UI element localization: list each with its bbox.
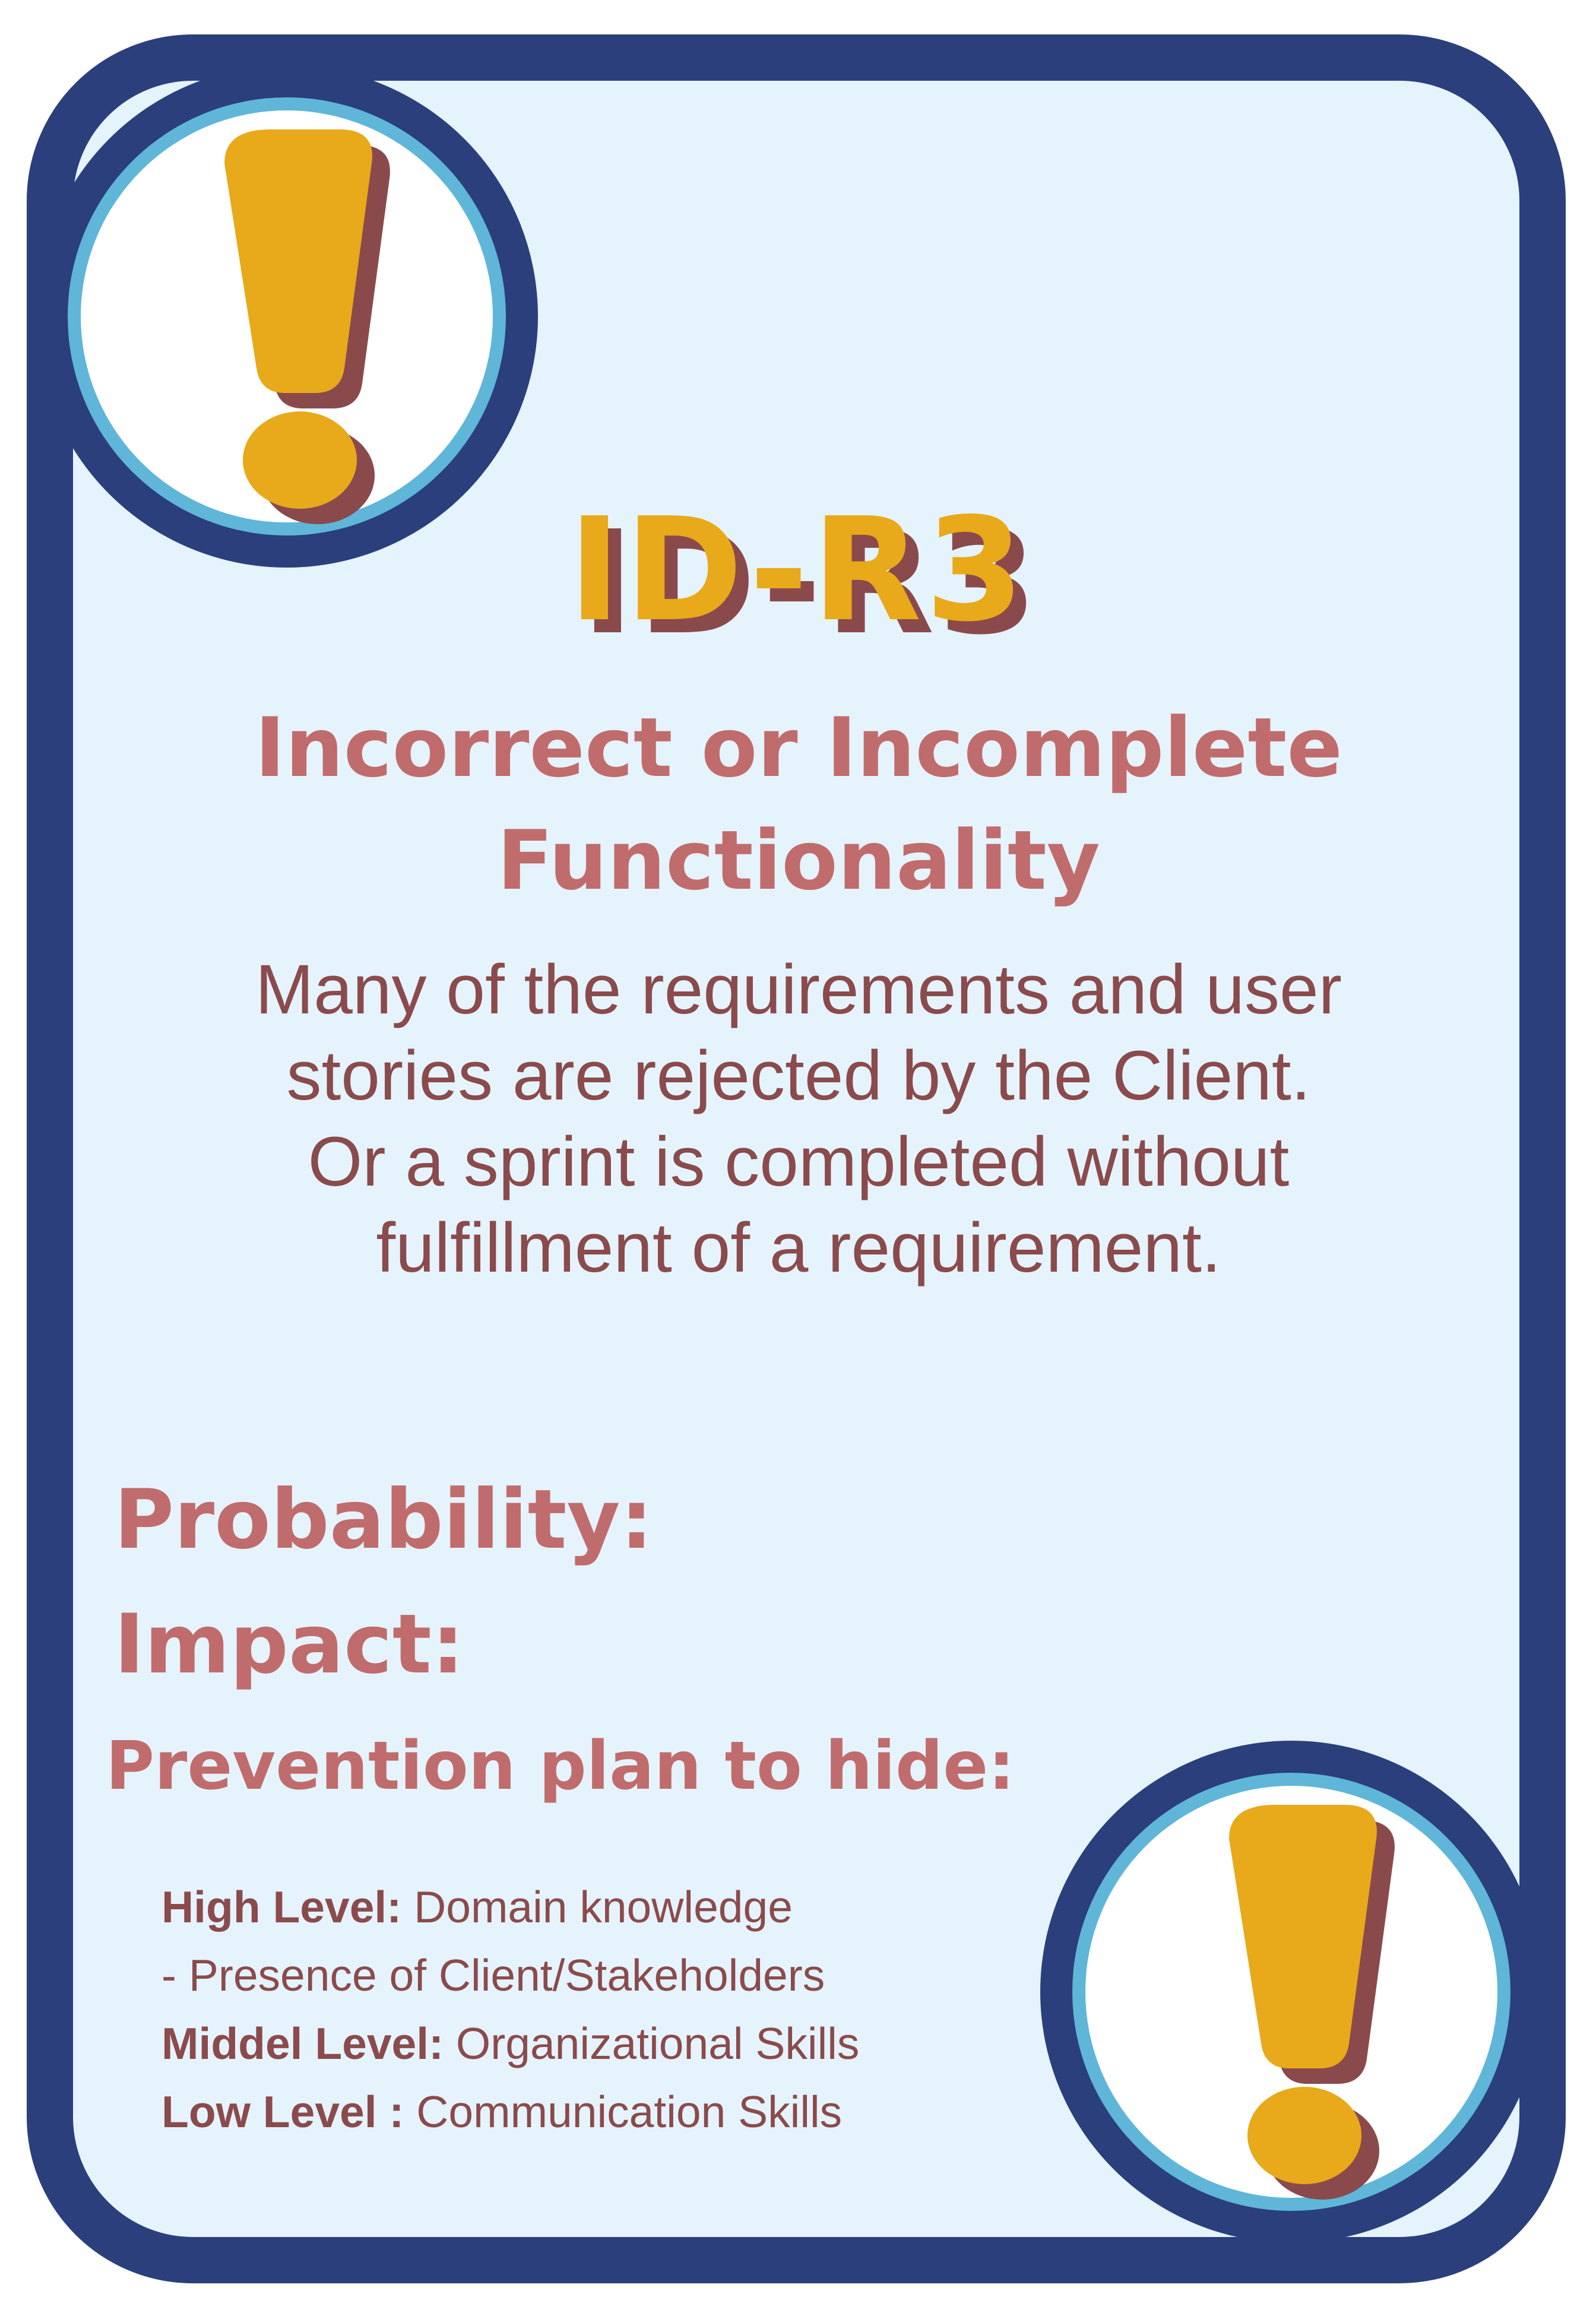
prevention-plan-label: Prevention plan to hide: [106, 1728, 1015, 1805]
prevention-levels: High Level: Domain knowledge - Presence … [162, 1873, 1052, 2146]
low-level-name: Low Level : [162, 2087, 404, 2137]
card-title-line: Incorrect or Incomplete [255, 700, 1342, 796]
middle-level-line: Middel Level: Organizational Skills [162, 2010, 1052, 2078]
high-level-name: High Level: [162, 1882, 402, 1932]
description-line: stories are rejected by the Client. [286, 1037, 1311, 1115]
middle-level-value: Organizational Skills [444, 2019, 860, 2068]
card-title: Incorrect or Incomplete Functionality [178, 692, 1419, 917]
probability-label: Probability: [114, 1472, 653, 1567]
warning-badge-top [36, 65, 538, 568]
high-level-value-2: - Presence of Client/Stakeholders [162, 1950, 825, 2000]
description-line: Many of the requirements and user [255, 950, 1342, 1029]
high-level-line: High Level: Domain knowledge [162, 1873, 1052, 1941]
risk-card [27, 34, 1566, 2283]
warning-badge-bottom [1040, 1741, 1543, 2243]
card-description: Many of the requirements and user storie… [154, 947, 1443, 1291]
impact-label: Impact: [114, 1596, 465, 1692]
middle-level-name: Middel Level: [162, 2019, 444, 2068]
exclamation-icon [224, 129, 390, 524]
low-level-value: Communication Skills [404, 2087, 843, 2137]
high-level-value: Domain knowledge [401, 1882, 793, 1932]
card-title-line: Functionality [497, 813, 1100, 908]
description-line: Or a sprint is completed without [308, 1123, 1290, 1201]
low-level-line: Low Level : Communication Skills [162, 2078, 1052, 2146]
card-id: ID-R3 [568, 487, 1028, 653]
description-line: fulfillment of a requirement. [376, 1209, 1221, 1287]
high-level-line-2: - Presence of Client/Stakeholders [162, 1941, 1052, 2010]
exclamation-icon [1229, 1805, 1395, 2200]
